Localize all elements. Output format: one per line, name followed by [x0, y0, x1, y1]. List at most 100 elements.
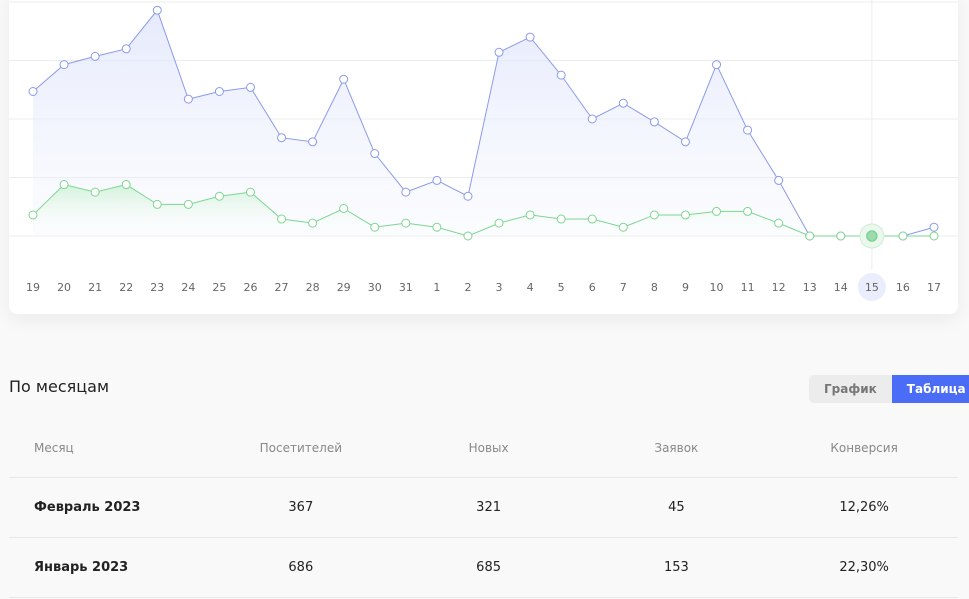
data-point — [308, 218, 318, 228]
x-tick-label: 11 — [741, 281, 755, 294]
cell-visitors: 367 — [288, 500, 314, 515]
x-tick-label: 16 — [896, 281, 910, 294]
data-point — [525, 210, 535, 220]
header-leads: Заявок — [654, 440, 699, 455]
section-title: По месяцам — [9, 377, 110, 396]
data-point — [401, 187, 411, 197]
data-point — [308, 137, 318, 147]
x-tick-label: 27 — [275, 281, 289, 294]
series-line-new — [32, 183, 934, 237]
data-point — [90, 51, 100, 61]
header-month: Месяц — [34, 440, 74, 455]
data-point — [121, 44, 131, 54]
x-tick-label: 2 — [464, 281, 471, 294]
data-point — [556, 214, 566, 224]
data-point — [743, 125, 753, 135]
x-tick-label: 20 — [57, 281, 71, 294]
data-point — [463, 231, 473, 241]
x-tick-label: 9 — [682, 281, 689, 294]
data-point — [401, 218, 411, 228]
data-point — [929, 231, 939, 241]
x-tick-label: 21 — [88, 281, 102, 294]
daily-chart: 19 20 21 22 23 24 25 26 27 28 29 30 31 1 2 3 4 5 6 7 8 9 10 11 1… — [9, 0, 958, 301]
table-header: Месяц Посетителей Новых Заявок Конверсия — [9, 418, 958, 478]
cell-visitors: 686 — [288, 560, 314, 575]
series-area-visitors — [33, 10, 934, 236]
x-tick-label: 6 — [589, 281, 596, 294]
data-point — [898, 231, 908, 241]
x-tick-label: 8 — [651, 281, 658, 294]
x-tick-label: 3 — [496, 281, 503, 294]
data-point — [432, 222, 442, 232]
series-line-visitors — [32, 9, 935, 237]
data-point — [121, 180, 131, 190]
x-tick-label: 13 — [803, 281, 817, 294]
x-tick-label: 12 — [772, 281, 786, 294]
data-point — [59, 60, 69, 70]
monthly-table: Месяц Посетителей Новых Заявок Конверсия… — [9, 418, 958, 598]
table-row: Февраль 2023 367 321 45 12,26% — [9, 478, 958, 538]
cell-new: 321 — [476, 500, 501, 515]
data-point — [774, 218, 784, 228]
data-point — [28, 210, 38, 220]
cell-month: Январь 2023 — [34, 560, 129, 575]
x-tick-label: 28 — [306, 281, 320, 294]
x-tick-label: 1 — [433, 281, 440, 294]
x-tick-label: 4 — [527, 281, 534, 294]
cell-conversion: 22,30% — [839, 560, 889, 575]
x-tick-label: 24 — [181, 281, 195, 294]
data-point — [245, 187, 255, 197]
header-new: Новых — [468, 440, 509, 455]
x-tick-label: 22 — [119, 281, 133, 294]
data-point — [277, 133, 287, 143]
data-point — [712, 206, 722, 216]
data-point — [649, 117, 659, 127]
data-point — [618, 222, 628, 232]
data-point — [805, 231, 815, 241]
data-point — [649, 210, 659, 220]
highlight-label-bg — [857, 273, 886, 301]
table-view-button[interactable]: Таблица — [891, 375, 969, 403]
x-tick-label: 5 — [558, 281, 565, 294]
data-point — [152, 199, 162, 209]
series-area-new — [33, 184, 934, 236]
data-point — [680, 137, 690, 147]
header-conversion: Конверсия — [830, 440, 898, 455]
data-point — [929, 222, 939, 232]
data-point — [370, 222, 380, 232]
x-tick-label: 26 — [243, 281, 257, 294]
data-point — [587, 214, 597, 224]
chart-view-button[interactable]: График — [809, 375, 892, 403]
data-point — [587, 114, 597, 124]
data-point — [28, 87, 38, 97]
x-tick-label: 10 — [710, 281, 724, 294]
data-point — [370, 149, 380, 159]
data-point — [556, 70, 566, 80]
data-point — [494, 47, 504, 57]
x-tick-label: 23 — [150, 281, 164, 294]
x-tick-label: 19 — [26, 281, 40, 294]
data-point — [339, 74, 349, 84]
data-point — [680, 210, 690, 220]
data-point — [183, 199, 193, 209]
data-point — [836, 231, 846, 241]
x-tick-label: 29 — [337, 281, 351, 294]
data-point — [463, 191, 473, 201]
data-point — [183, 94, 193, 104]
x-tick-label: 15 — [865, 281, 879, 294]
x-tick-label: 31 — [399, 281, 413, 294]
data-point — [152, 5, 162, 15]
data-point — [774, 175, 784, 185]
data-point — [90, 187, 100, 197]
cell-new: 685 — [476, 560, 501, 575]
x-tick-label: 25 — [212, 281, 226, 294]
data-point — [59, 180, 69, 190]
x-tick-label: 30 — [368, 281, 382, 294]
data-point — [712, 60, 722, 70]
data-point — [743, 206, 753, 216]
cell-leads: 45 — [668, 500, 685, 515]
data-point — [214, 191, 224, 201]
data-point — [245, 82, 255, 92]
cell-month: Февраль 2023 — [34, 500, 141, 515]
data-point — [866, 230, 878, 242]
